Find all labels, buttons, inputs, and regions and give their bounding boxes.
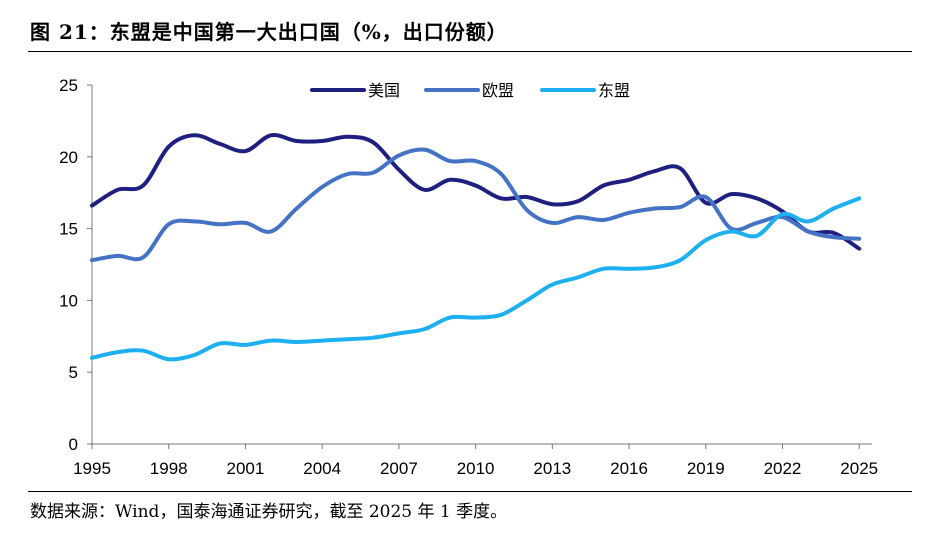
x-tick-label: 2016 <box>610 459 648 478</box>
source-rule <box>28 491 912 492</box>
x-tick-label: 2007 <box>380 459 418 478</box>
x-tick-label: 2004 <box>303 459 341 478</box>
x-tick-label: 2025 <box>840 459 878 478</box>
legend-label-1: 美国 <box>368 81 400 100</box>
data-source-note: 数据来源：Wind，国泰海通证券研究，截至 2025 年 1 季度。 <box>30 502 508 522</box>
legend-label-2: 欧盟 <box>482 81 514 100</box>
title-rule <box>28 51 912 52</box>
y-tick-label: 25 <box>59 76 78 95</box>
x-tick-label: 2022 <box>764 459 802 478</box>
series-line-1 <box>90 133 862 251</box>
figure-title: 图 21：东盟是中国第一大出口国（%，出口份额） <box>30 20 508 44</box>
x-tick-label: 1998 <box>150 459 188 478</box>
x-tick-label: 2013 <box>533 459 571 478</box>
y-tick-label: 0 <box>69 435 78 454</box>
series-line-3 <box>90 196 862 362</box>
y-tick-label: 15 <box>59 220 78 239</box>
x-tick-label: 2001 <box>227 459 265 478</box>
y-tick-label: 20 <box>59 148 78 167</box>
legend-label-3: 东盟 <box>598 81 630 100</box>
y-tick-label: 10 <box>59 291 78 310</box>
y-tick-label: 5 <box>69 363 78 382</box>
x-tick-label: 2010 <box>457 459 495 478</box>
series-line-2 <box>90 147 862 263</box>
x-tick-label: 1995 <box>73 459 111 478</box>
x-tick-label: 2019 <box>687 459 725 478</box>
